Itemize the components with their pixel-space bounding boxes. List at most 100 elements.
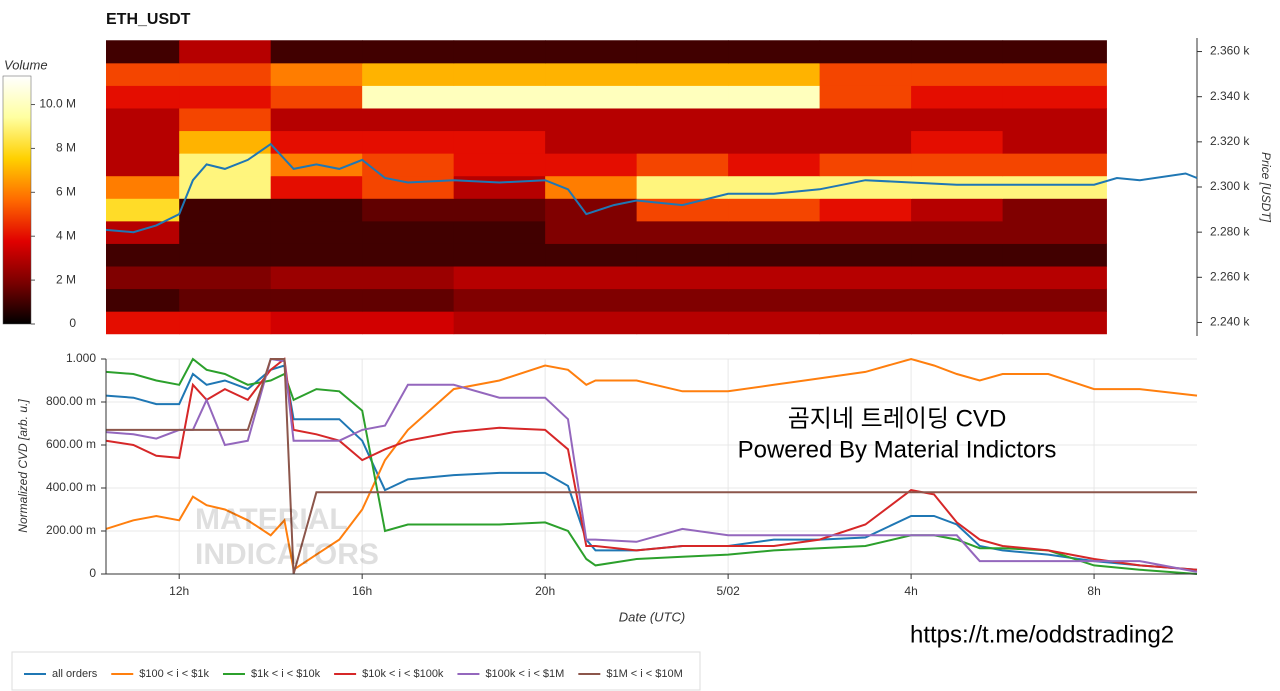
cvd-line — [105, 357, 1198, 571]
colorbar-tick-label: 0 — [69, 316, 76, 330]
heatmap-cell — [819, 266, 912, 290]
y-tick-label: 800.00 m — [46, 394, 96, 408]
heatmap-cell — [106, 266, 180, 290]
heatmap-cell — [728, 243, 821, 267]
heatmap-cell — [362, 175, 455, 199]
heatmap-cell — [636, 288, 729, 312]
heatmap-cell — [636, 107, 729, 132]
x-axis-label: Date (UTC) — [619, 609, 685, 624]
colorbar-tick-label: 8 M — [56, 141, 76, 155]
heatmap-cell — [545, 85, 638, 109]
heatmap-cell — [179, 311, 272, 335]
cvd-line — [105, 357, 1198, 572]
heatmap-cell — [545, 153, 638, 177]
heatmap-cell — [545, 243, 638, 267]
heatmap-cell — [362, 220, 455, 244]
heatmap-cell — [179, 85, 272, 109]
heatmap-cell — [270, 85, 363, 109]
heatmap-cell — [270, 311, 363, 335]
heatmap-cell — [545, 311, 638, 335]
heatmap-cell — [1002, 266, 1107, 290]
y-tick-label: 2.360 k — [1210, 44, 1250, 58]
heatmap-cell — [636, 62, 729, 86]
heatmap-cell — [911, 198, 1004, 222]
plot — [105, 357, 1198, 575]
heatmap-cell — [362, 107, 455, 132]
heatmap-cell — [1002, 175, 1107, 199]
y-axis-label: Normalized CVD [arb. u.] — [16, 399, 30, 533]
heatmap-cell — [362, 153, 455, 177]
heatmap-cell — [819, 40, 912, 64]
heatmap-cell — [728, 85, 821, 109]
heatmap-cell — [728, 107, 821, 132]
heatmap-cell — [911, 153, 1004, 177]
heatmap-cell — [1002, 198, 1107, 222]
heatmap-cell — [270, 243, 363, 267]
heatmap-cell — [728, 153, 821, 177]
heatmap-cell — [636, 198, 729, 222]
heatmap-cell — [636, 130, 729, 154]
colorbar-tick-label: 10.0 M — [39, 97, 76, 111]
legend-label: $100k < i < $1M — [485, 668, 564, 680]
heatmap-cell — [728, 198, 821, 222]
y-tick-label: 2.280 k — [1210, 224, 1250, 238]
x-tick-label: 4h — [904, 584, 917, 598]
heatmap-cell — [636, 266, 729, 290]
heatmap-cell — [911, 266, 1004, 290]
heatmap-cell — [179, 175, 272, 199]
x-tick-label: 8h — [1087, 584, 1100, 598]
heatmap-cell — [362, 311, 455, 335]
heatmap-cell — [819, 311, 912, 335]
legend-label: $10k < i < $100k — [362, 668, 444, 680]
heatmap-cell — [453, 198, 546, 222]
heatmap-cell — [1002, 220, 1107, 244]
heatmap-cell — [106, 198, 180, 222]
heatmap-cell — [453, 107, 546, 132]
cvd-line — [106, 358, 1197, 575]
heatmap-cell — [636, 85, 729, 109]
colorbar-label: Volume — [4, 57, 48, 72]
heatmap-cell — [362, 198, 455, 222]
heatmap-cell — [179, 288, 272, 312]
heatmap-cell — [179, 40, 272, 64]
heatmap-cell — [453, 40, 546, 64]
heatmap-cell — [911, 311, 1004, 335]
heatmap-cell — [1002, 288, 1107, 312]
heatmap-cell — [179, 198, 272, 222]
colorbar-tick-label: 4 M — [56, 228, 76, 242]
heatmap-cell — [453, 220, 546, 244]
heatmap-cell — [728, 62, 821, 86]
heatmap-cell — [819, 153, 912, 177]
cvd-line — [105, 357, 1198, 573]
heatmap-cell — [545, 288, 638, 312]
heatmap-cell — [106, 85, 180, 109]
legend-label: $1M < i < $10M — [606, 668, 682, 680]
heatmap-cell — [106, 243, 180, 267]
heatmap-cell — [911, 243, 1004, 267]
heatmap-cell — [179, 62, 272, 86]
y-tick-label: 600.00 m — [46, 437, 96, 451]
y-tick-label: 2.240 k — [1210, 315, 1250, 329]
watermark: INDICATORS — [195, 538, 379, 571]
heatmap-cell — [636, 153, 729, 177]
heatmap-cell — [545, 220, 638, 244]
price-line — [105, 142, 1198, 234]
heatmap-cell — [545, 107, 638, 132]
heatmap-cell — [453, 153, 546, 177]
link-text: https://t.me/oddstrading2 — [910, 621, 1174, 648]
heatmap-cell — [270, 198, 363, 222]
heatmap-cell — [545, 40, 638, 64]
heatmap-cell — [453, 130, 546, 154]
heatmap-cell — [106, 62, 180, 86]
y-tick-label: 2.340 k — [1210, 89, 1250, 103]
heatmap-cell — [179, 243, 272, 267]
heatmap-cell — [911, 288, 1004, 312]
heatmap-cell — [728, 220, 821, 244]
heatmap-cell — [362, 40, 455, 64]
heatmap-cell — [1002, 153, 1107, 177]
heatmap-cell — [636, 311, 729, 335]
heatmap-cell — [453, 266, 546, 290]
heatmap-cell — [106, 107, 180, 132]
heatmap-cell — [270, 107, 363, 132]
heatmap-cell — [179, 266, 272, 290]
